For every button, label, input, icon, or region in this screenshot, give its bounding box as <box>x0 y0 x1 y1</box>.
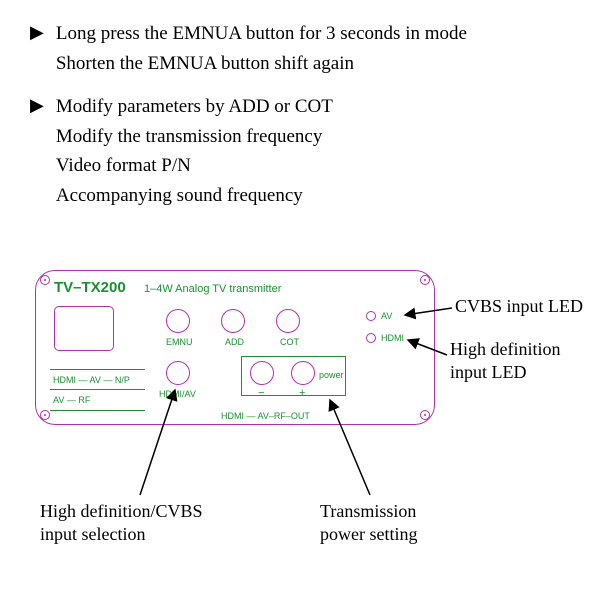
power-plus-button[interactable] <box>291 361 315 385</box>
bullet-block-1: ▶ Long press the EMNUA button for 3 seco… <box>30 20 570 79</box>
av-led-label: AV <box>381 311 392 321</box>
instr-2-line-2: Modify the transmission frequency <box>56 123 333 151</box>
hdmi-led <box>366 333 376 343</box>
power-minus-button[interactable] <box>250 361 274 385</box>
instr-1-line-2: Shorten the EMNUA button shift again <box>56 50 467 78</box>
cot-button[interactable] <box>276 309 300 333</box>
bullet-text-2: Modify parameters by ADD or COT Modify t… <box>56 93 333 211</box>
callout-hd-led-l1: High definition <box>450 338 561 361</box>
bullet-marker-icon: ▶ <box>30 22 44 79</box>
add-label: ADD <box>225 337 244 347</box>
device-panel: TV–TX200 1–4W Analog TV transmitter EMNU… <box>35 270 435 425</box>
instr-2-line-4: Accompanying sound frequency <box>56 182 333 210</box>
side-row-1: HDMI — AV — N/P <box>50 370 145 390</box>
instr-2-line-1: Modify parameters by ADD or COT <box>56 93 333 121</box>
hdmi-led-label: HDMI <box>381 333 404 343</box>
bottom-out-label: HDMI — AV–RF–OUT <box>221 411 310 421</box>
panel-subtitle: 1–4W Analog TV transmitter <box>144 283 281 295</box>
callout-hd-sel-l1: High definition/CVBS <box>40 500 203 523</box>
callout-tx-pwr-l1: Transmission <box>320 500 417 523</box>
callout-tx-pwr: Transmission power setting <box>320 500 417 545</box>
bullet-text-1: Long press the EMNUA button for 3 second… <box>56 20 467 79</box>
side-table: HDMI — AV — N/P AV — RF <box>50 369 145 411</box>
av-led <box>366 311 376 321</box>
callout-hd-led: High definition input LED <box>450 338 561 383</box>
bullet-marker-icon: ▶ <box>30 95 44 211</box>
callout-hd-led-l2: input LED <box>450 361 561 384</box>
side-row-2: AV — RF <box>50 390 145 410</box>
power-plus-label: + <box>299 387 305 399</box>
callout-hd-sel-l2: input selection <box>40 523 203 546</box>
diagram-area: TV–TX200 1–4W Analog TV transmitter EMNU… <box>0 260 600 600</box>
display-screen <box>54 306 114 351</box>
power-minus-label: − <box>258 387 264 399</box>
hdmi-av-label: HDMI/AV <box>159 389 196 399</box>
emnu-button[interactable] <box>166 309 190 333</box>
bullet-block-2: ▶ Modify parameters by ADD or COT Modify… <box>30 93 570 211</box>
instr-2-line-3: Video format P/N <box>56 152 333 180</box>
screw-icon <box>420 410 430 420</box>
screw-icon <box>40 410 50 420</box>
cot-label: COT <box>280 337 299 347</box>
emnu-label: EMNU <box>166 337 193 347</box>
callout-tx-pwr-l2: power setting <box>320 523 417 546</box>
screw-icon <box>420 275 430 285</box>
hdmi-av-button[interactable] <box>166 361 190 385</box>
panel-title: TV–TX200 <box>54 279 126 296</box>
power-label: power <box>319 370 344 380</box>
instr-1-line-1: Long press the EMNUA button for 3 second… <box>56 20 467 48</box>
callout-cvbs-led: CVBS input LED <box>455 295 583 318</box>
add-button[interactable] <box>221 309 245 333</box>
screw-icon <box>40 275 50 285</box>
instructions-section: ▶ Long press the EMNUA button for 3 seco… <box>0 0 600 235</box>
callout-hd-sel: High definition/CVBS input selection <box>40 500 203 545</box>
